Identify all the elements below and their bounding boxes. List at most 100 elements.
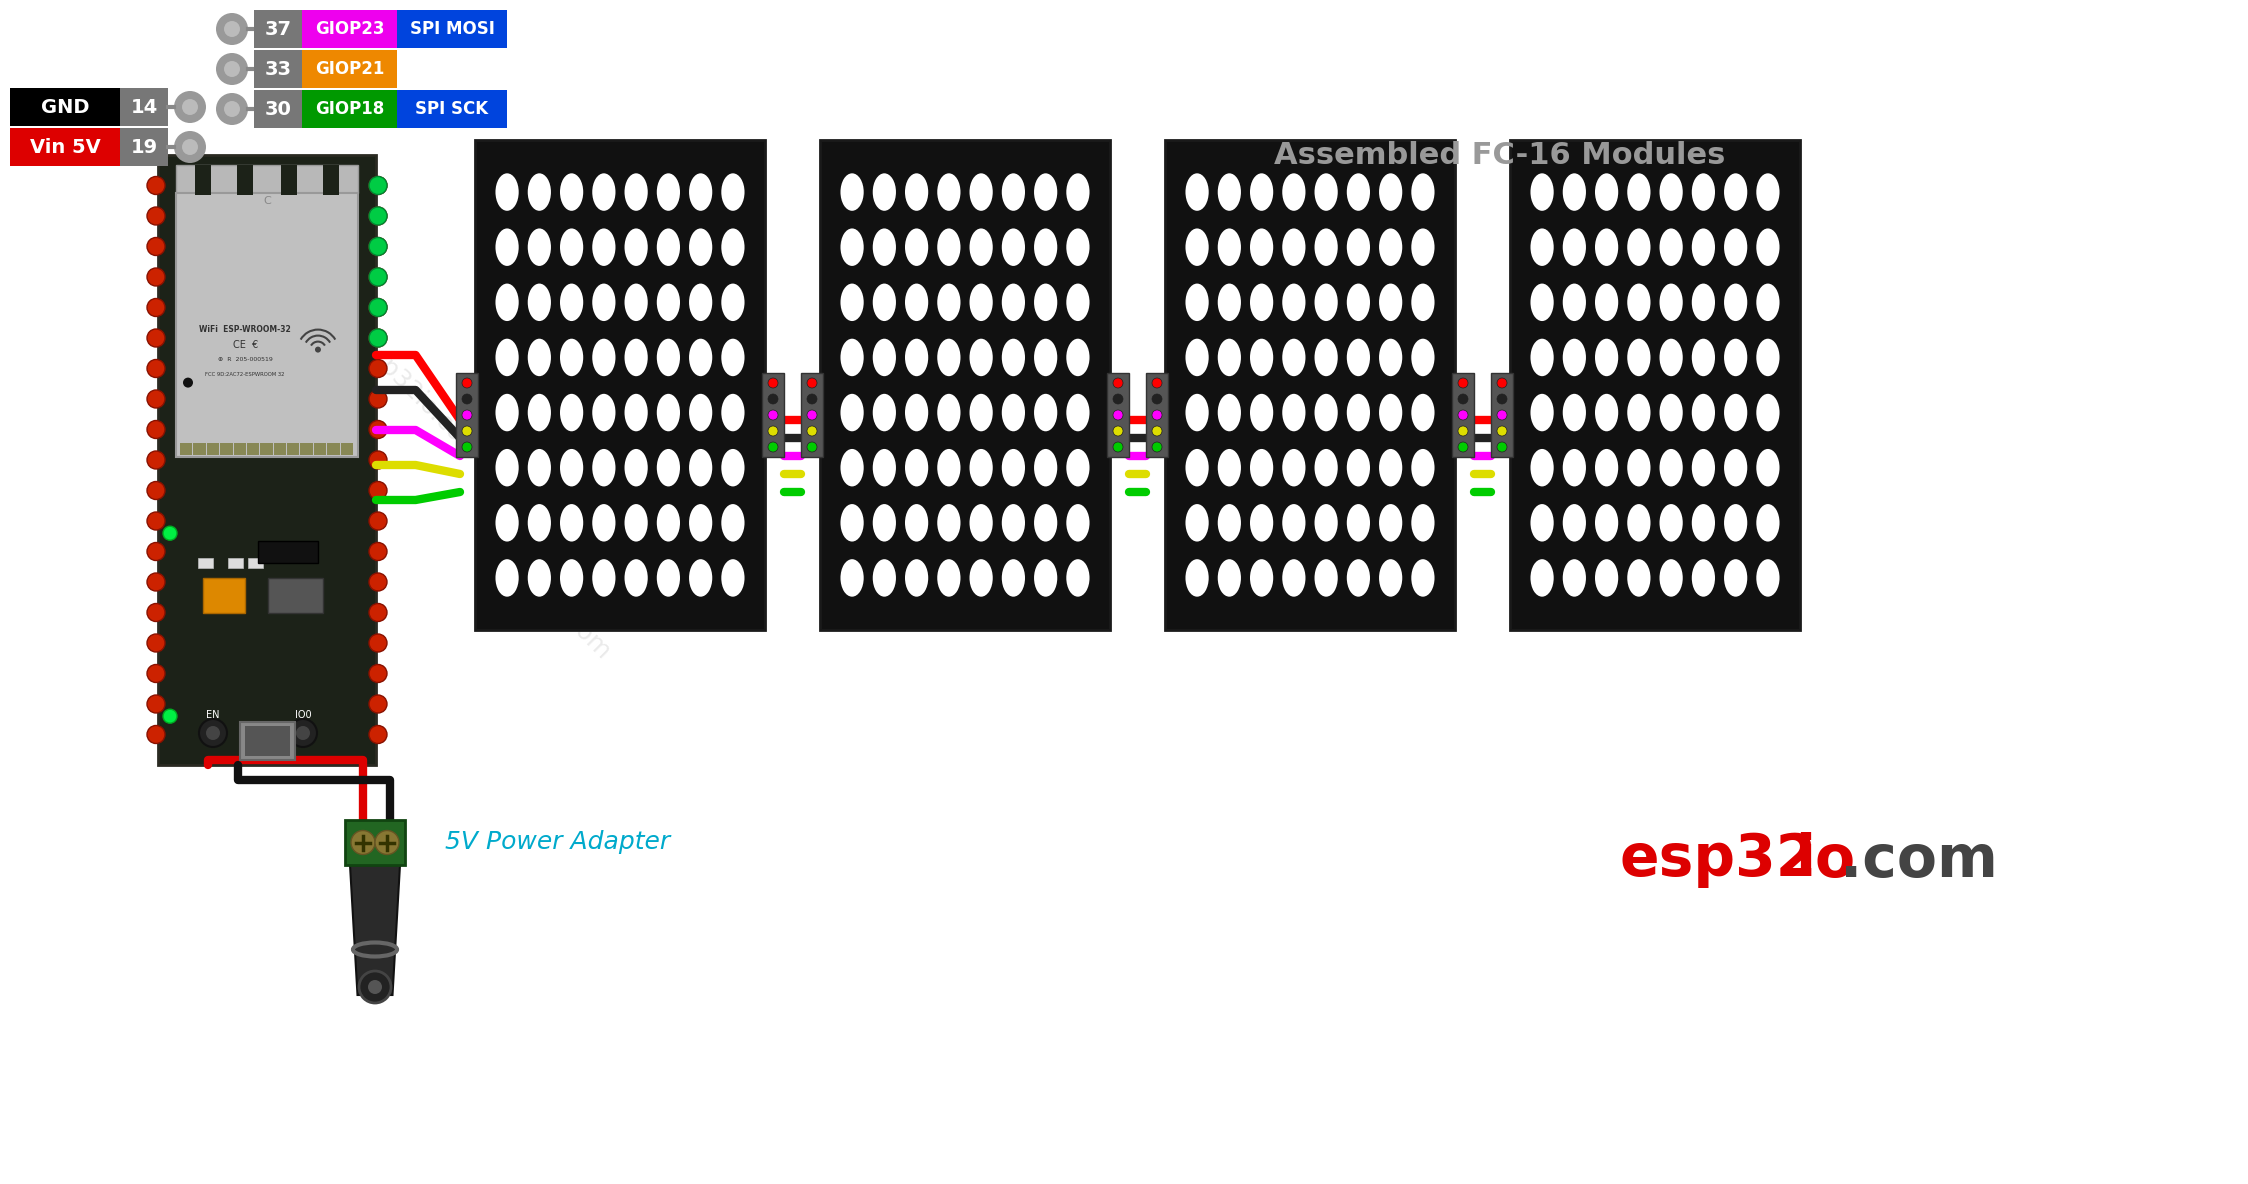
Ellipse shape xyxy=(1659,559,1684,597)
Ellipse shape xyxy=(1218,394,1241,431)
Ellipse shape xyxy=(1218,229,1241,266)
Bar xyxy=(259,541,317,562)
Ellipse shape xyxy=(1281,449,1306,487)
Circle shape xyxy=(1151,410,1162,420)
Ellipse shape xyxy=(1724,229,1747,266)
Ellipse shape xyxy=(1185,284,1209,321)
Ellipse shape xyxy=(1628,284,1650,321)
Circle shape xyxy=(146,329,164,347)
Ellipse shape xyxy=(969,504,994,541)
Bar xyxy=(254,9,301,49)
Bar xyxy=(1511,140,1801,630)
Circle shape xyxy=(146,451,164,469)
Ellipse shape xyxy=(625,229,647,266)
Bar xyxy=(236,165,254,195)
Ellipse shape xyxy=(1724,173,1747,211)
Ellipse shape xyxy=(1066,394,1090,431)
Ellipse shape xyxy=(1756,173,1780,211)
Ellipse shape xyxy=(1347,229,1369,266)
Bar xyxy=(762,373,785,457)
Ellipse shape xyxy=(1315,229,1338,266)
Circle shape xyxy=(369,420,387,438)
Ellipse shape xyxy=(1218,339,1241,377)
Bar xyxy=(207,443,218,455)
Text: 5V Power Adapter: 5V Power Adapter xyxy=(445,830,670,855)
Ellipse shape xyxy=(1250,284,1272,321)
Ellipse shape xyxy=(1315,504,1338,541)
Ellipse shape xyxy=(1003,229,1025,266)
Ellipse shape xyxy=(625,339,647,377)
Ellipse shape xyxy=(937,339,960,377)
Ellipse shape xyxy=(1693,394,1715,431)
Ellipse shape xyxy=(1693,229,1715,266)
Circle shape xyxy=(369,633,387,652)
Ellipse shape xyxy=(1378,229,1403,266)
Text: io: io xyxy=(1794,831,1855,888)
Ellipse shape xyxy=(1724,449,1747,487)
Ellipse shape xyxy=(841,559,863,597)
Ellipse shape xyxy=(1066,284,1090,321)
Circle shape xyxy=(1113,378,1124,388)
Bar xyxy=(1106,373,1128,457)
Ellipse shape xyxy=(1378,449,1403,487)
Ellipse shape xyxy=(1412,173,1434,211)
Circle shape xyxy=(146,268,164,287)
Ellipse shape xyxy=(1347,394,1369,431)
Bar xyxy=(301,90,398,128)
Ellipse shape xyxy=(1066,504,1090,541)
Bar xyxy=(342,443,353,455)
Ellipse shape xyxy=(872,449,897,487)
Text: SPI SCK: SPI SCK xyxy=(416,99,488,118)
Ellipse shape xyxy=(690,559,713,597)
Ellipse shape xyxy=(528,504,551,541)
Ellipse shape xyxy=(1315,449,1338,487)
Circle shape xyxy=(807,394,816,404)
Ellipse shape xyxy=(560,559,582,597)
Circle shape xyxy=(807,426,816,436)
Bar xyxy=(268,578,324,612)
Ellipse shape xyxy=(1378,559,1403,597)
Circle shape xyxy=(769,426,778,436)
Ellipse shape xyxy=(1562,173,1585,211)
Ellipse shape xyxy=(1378,173,1403,211)
Ellipse shape xyxy=(872,229,897,266)
Ellipse shape xyxy=(1347,559,1369,597)
Ellipse shape xyxy=(1531,449,1553,487)
Ellipse shape xyxy=(591,449,616,487)
Circle shape xyxy=(369,329,387,347)
Circle shape xyxy=(369,664,387,682)
Ellipse shape xyxy=(1185,504,1209,541)
Ellipse shape xyxy=(560,504,582,541)
Text: esp32io.com: esp32io.com xyxy=(486,535,616,665)
Bar xyxy=(800,373,823,457)
Circle shape xyxy=(173,91,207,123)
Ellipse shape xyxy=(1218,449,1241,487)
Ellipse shape xyxy=(528,394,551,431)
Ellipse shape xyxy=(656,504,679,541)
Ellipse shape xyxy=(1628,449,1650,487)
Ellipse shape xyxy=(872,173,897,211)
Ellipse shape xyxy=(1003,449,1025,487)
Ellipse shape xyxy=(625,504,647,541)
Text: .com: .com xyxy=(1841,831,1998,888)
Ellipse shape xyxy=(1378,339,1403,377)
Ellipse shape xyxy=(1218,504,1241,541)
Circle shape xyxy=(1497,410,1506,420)
Ellipse shape xyxy=(1003,394,1025,431)
Circle shape xyxy=(369,726,387,744)
Ellipse shape xyxy=(1596,339,1619,377)
Ellipse shape xyxy=(1693,504,1715,541)
Ellipse shape xyxy=(1562,394,1585,431)
Ellipse shape xyxy=(1693,173,1715,211)
Ellipse shape xyxy=(1185,559,1209,597)
Ellipse shape xyxy=(722,504,744,541)
Bar xyxy=(398,9,508,49)
Bar xyxy=(227,558,243,567)
Text: esp32io.com: esp32io.com xyxy=(355,335,486,465)
Ellipse shape xyxy=(690,229,713,266)
Ellipse shape xyxy=(1693,284,1715,321)
Ellipse shape xyxy=(1218,559,1241,597)
Circle shape xyxy=(182,139,198,155)
Ellipse shape xyxy=(1412,504,1434,541)
Ellipse shape xyxy=(1562,449,1585,487)
